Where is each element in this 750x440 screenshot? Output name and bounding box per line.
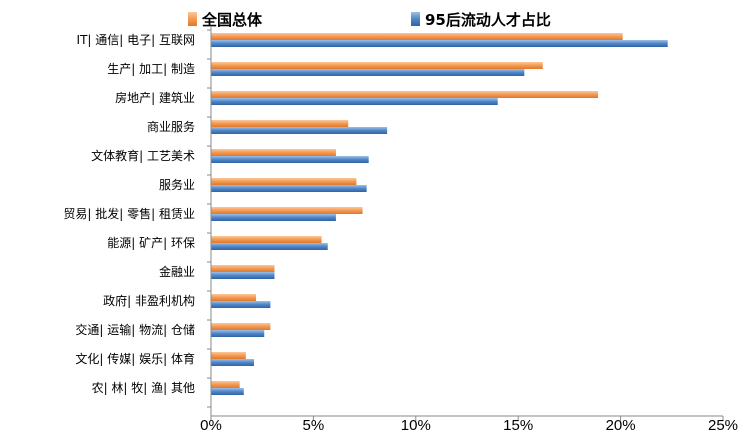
bar-post95-5 xyxy=(211,185,367,192)
bar-post95-7 xyxy=(211,243,328,250)
bar-overall-5 xyxy=(211,178,357,185)
legend-label-overall: 全国总体 xyxy=(201,11,263,29)
bar-post95-9 xyxy=(211,301,271,308)
bar-overall-3 xyxy=(211,120,349,127)
category-label: 生产| 加工| 制造 xyxy=(107,62,195,76)
x-tick-label: 5% xyxy=(303,417,325,434)
x-tick-label: 0% xyxy=(200,417,222,434)
bar-post95-8 xyxy=(211,272,275,279)
bar-post95-3 xyxy=(211,127,388,134)
category-label: 农| 林| 牧| 渔| 其他 xyxy=(92,381,195,395)
category-label: 服务业 xyxy=(159,177,195,192)
legend-label-post95: 95后流动人才占比 xyxy=(425,11,551,29)
bar-post95-11 xyxy=(211,359,255,366)
category-label: 商业服务 xyxy=(147,119,195,134)
bar-overall-7 xyxy=(211,236,322,243)
legend: 全国总体 95后流动人才占比 xyxy=(188,11,551,29)
x-tick-label: 10% xyxy=(401,417,431,434)
bar-overall-4 xyxy=(211,149,336,156)
bar-overall-0 xyxy=(211,33,623,40)
category-label: 文化| 传媒| 娱乐| 体育 xyxy=(75,351,195,366)
bar-overall-10 xyxy=(211,323,271,330)
bar-post95-6 xyxy=(211,214,336,221)
category-label: 文体教育| 工艺美术 xyxy=(91,148,195,163)
category-label: 金融业 xyxy=(159,264,195,279)
bar-post95-10 xyxy=(211,330,265,337)
bar-post95-12 xyxy=(211,388,244,395)
legend-swatch-post95 xyxy=(411,12,420,26)
bar-post95-2 xyxy=(211,98,498,105)
bar-post95-1 xyxy=(211,69,525,76)
x-tick-label: 20% xyxy=(606,417,636,434)
bar-overall-9 xyxy=(211,294,257,301)
bar-overall-8 xyxy=(211,265,275,272)
bar-overall-1 xyxy=(211,62,543,69)
legend-swatch-overall xyxy=(188,12,197,26)
category-label: IT| 通信| 电子| 互联网 xyxy=(77,33,195,47)
x-tick-label: 25% xyxy=(708,417,738,434)
bar-overall-11 xyxy=(211,352,246,359)
category-label: 贸易| 批发| 零售| 租赁业 xyxy=(63,206,195,221)
bar-post95-0 xyxy=(211,40,668,47)
category-label: 交通| 运输| 物流| 仓储 xyxy=(75,322,195,337)
category-label: 房地产| 建筑业 xyxy=(115,90,195,105)
category-label: 能源| 矿产| 环保 xyxy=(107,236,195,250)
category-label: 政府| 非盈利机构 xyxy=(103,293,195,308)
bar-overall-6 xyxy=(211,207,363,214)
bar-post95-4 xyxy=(211,156,369,163)
bar-overall-12 xyxy=(211,381,240,388)
x-tick-label: 15% xyxy=(503,417,533,434)
bar-overall-2 xyxy=(211,91,599,98)
